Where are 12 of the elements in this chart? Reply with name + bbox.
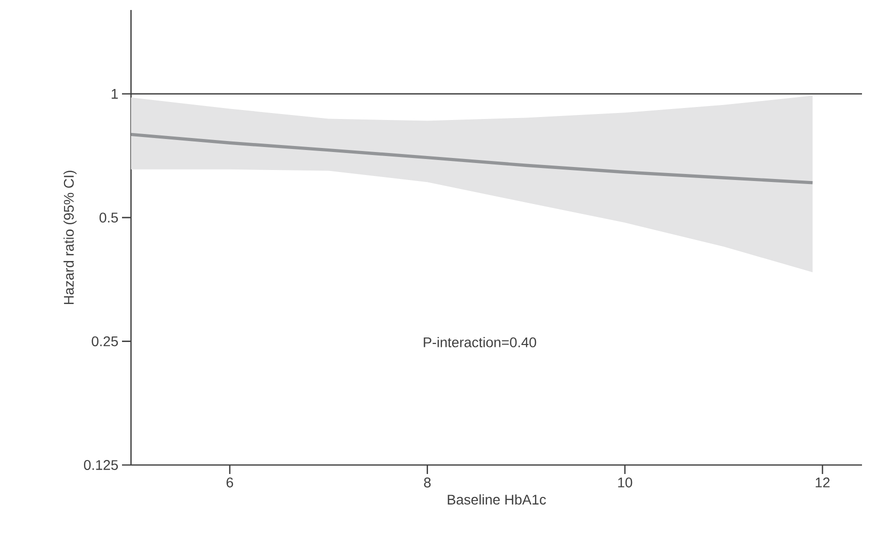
x-tick-label: 12 (816, 478, 830, 488)
x-tick-label: 6 (226, 478, 234, 488)
y-tick-label: 0.125 (84, 460, 118, 470)
y-axis-title: Hazard ratio (95% CI) (64, 170, 77, 304)
line-series (129, 132, 814, 184)
annotation: P-interaction=0.40 (424, 337, 536, 348)
y-tick-label: 1 (112, 89, 118, 99)
y-tick-label: 0.25 (92, 336, 118, 346)
y-tick-label: 0.5 (100, 212, 118, 223)
x-axis-title: Baseline HbA1c (448, 494, 546, 505)
x-tick-label: 8 (424, 478, 431, 488)
x-tick-label: 10 (618, 478, 632, 488)
